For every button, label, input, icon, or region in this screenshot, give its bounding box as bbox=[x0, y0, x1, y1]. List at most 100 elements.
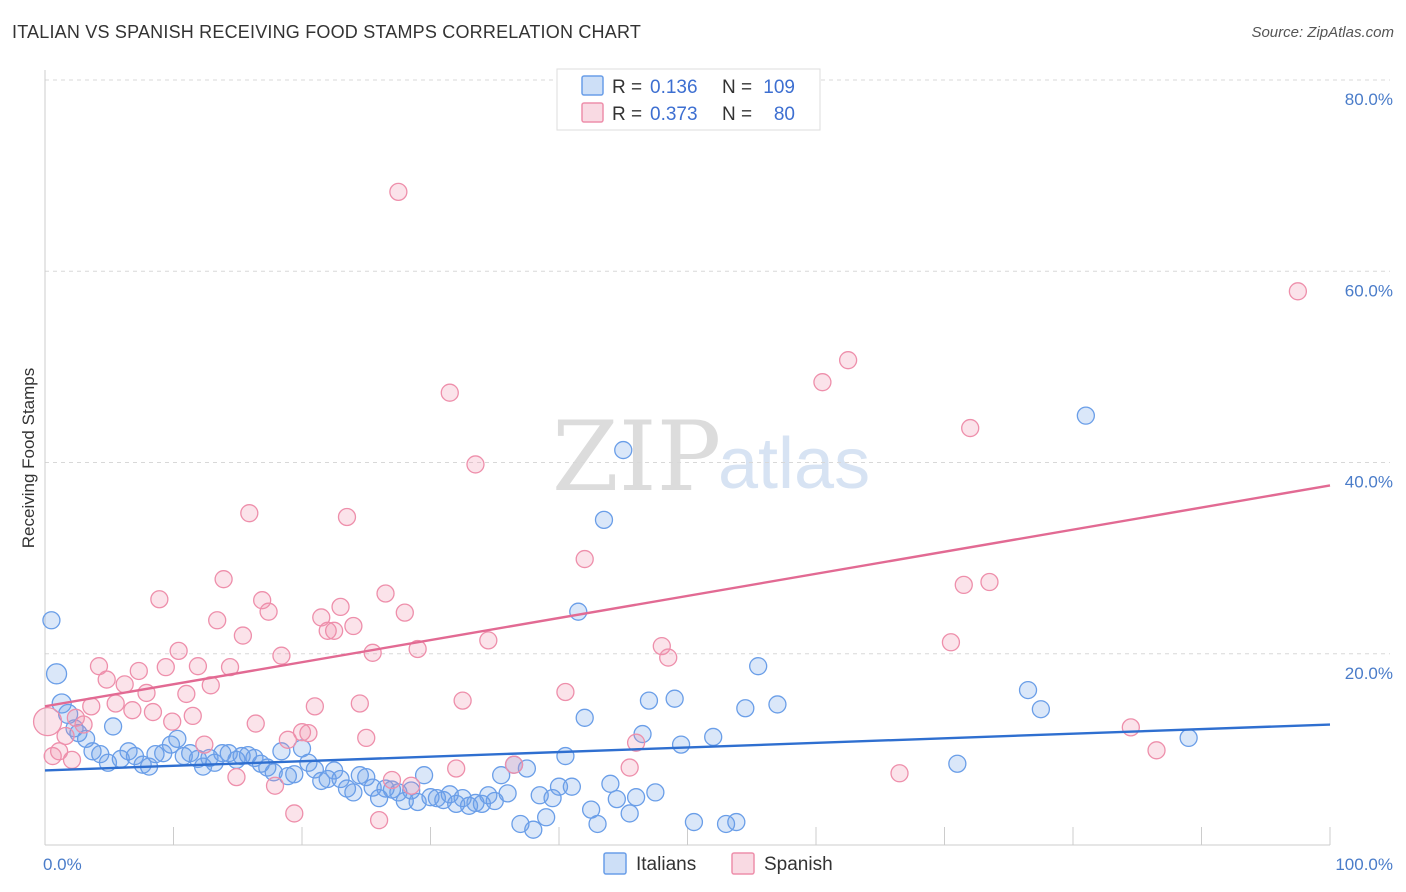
data-point-spanish bbox=[954, 575, 973, 595]
legend-r-label-spanish: R = bbox=[612, 104, 642, 125]
legend-r-value-italians: 0.136 bbox=[650, 77, 698, 98]
data-point-spanish bbox=[466, 455, 485, 474]
legend-r-value-spanish: 0.373 bbox=[650, 104, 698, 125]
data-point-spanish bbox=[652, 636, 671, 656]
data-point-spanish bbox=[344, 616, 363, 636]
data-point-spanish bbox=[32, 706, 63, 737]
data-point-spanish bbox=[227, 767, 246, 787]
data-point-italians bbox=[671, 735, 691, 754]
data-point-spanish bbox=[240, 504, 259, 523]
data-point-spanish bbox=[504, 755, 524, 774]
data-point-spanish bbox=[163, 712, 182, 731]
data-point-spanish bbox=[265, 776, 285, 795]
data-point-spanish bbox=[324, 621, 344, 640]
data-point-italians bbox=[168, 729, 187, 749]
data-point-italians bbox=[492, 766, 511, 785]
data-point-spanish bbox=[285, 804, 304, 823]
data-point-italians bbox=[684, 812, 704, 832]
data-point-spanish bbox=[143, 702, 163, 722]
data-point-spanish bbox=[961, 418, 980, 438]
data-point-italians bbox=[620, 804, 639, 823]
data-point-spanish bbox=[97, 670, 116, 689]
data-point-italians bbox=[1018, 680, 1038, 700]
data-point-italians bbox=[312, 771, 331, 791]
data-point-italians bbox=[556, 746, 575, 766]
data-point-spanish bbox=[123, 701, 142, 720]
legend-bottom-label-italians: Italians bbox=[636, 854, 696, 875]
data-point-italians bbox=[103, 717, 123, 736]
data-point-spanish bbox=[272, 646, 291, 665]
data-point-spanish bbox=[49, 742, 69, 761]
data-point-italians bbox=[646, 783, 665, 802]
watermark-zip: ZIP bbox=[552, 401, 721, 513]
data-point-italians bbox=[363, 778, 382, 797]
data-point-italians bbox=[626, 788, 646, 807]
data-point-spanish bbox=[941, 633, 961, 652]
data-point-spanish bbox=[177, 684, 196, 704]
data-point-italians bbox=[285, 765, 304, 784]
data-point-italians bbox=[639, 691, 659, 710]
data-point-italians bbox=[498, 784, 517, 803]
data-point-spanish bbox=[1147, 741, 1166, 760]
data-point-spanish bbox=[259, 602, 278, 621]
data-point-italians bbox=[395, 791, 414, 811]
legend-n-value-italians: 109 bbox=[763, 77, 795, 98]
data-point-spanish bbox=[169, 641, 188, 661]
data-point-italians bbox=[402, 781, 421, 800]
data-point-italians bbox=[569, 602, 588, 621]
data-point-italians bbox=[357, 767, 376, 787]
data-point-spanish bbox=[183, 706, 202, 726]
data-point-spanish bbox=[479, 631, 498, 650]
data-point-italians bbox=[1031, 700, 1051, 719]
axes: 0.0% 100.0% bbox=[43, 70, 1393, 874]
data-point-spanish bbox=[337, 507, 357, 527]
data-point-italians bbox=[607, 789, 626, 809]
data-point-spanish bbox=[62, 750, 82, 770]
data-point-spanish bbox=[150, 590, 169, 609]
data-point-spanish bbox=[253, 591, 272, 610]
legend-bottom-label-spanish: Spanish bbox=[764, 854, 833, 875]
data-point-italians bbox=[146, 745, 165, 764]
y-tick-label: 60.0% bbox=[1345, 281, 1393, 300]
data-point-spanish bbox=[389, 182, 408, 202]
data-point-spanish bbox=[453, 691, 472, 710]
chart-title: ITALIAN VS SPANISH RECEIVING FOOD STAMPS… bbox=[12, 22, 642, 42]
data-point-spanish bbox=[115, 675, 134, 694]
data-point-spanish bbox=[575, 549, 594, 569]
data-point-spanish bbox=[318, 621, 337, 640]
legend-bottom-swatch-italians bbox=[603, 852, 627, 875]
data-point-spanish bbox=[402, 776, 421, 795]
data-point-italians bbox=[665, 689, 684, 708]
data-point-italians bbox=[543, 788, 562, 808]
data-point-italians bbox=[344, 783, 363, 802]
data-point-italians bbox=[562, 777, 581, 796]
x-tick-label: 0.0% bbox=[43, 855, 82, 874]
data-point-spanish bbox=[447, 759, 466, 778]
data-point-italians bbox=[575, 708, 594, 727]
grid-lines: 20.0% 40.0% 60.0% 80.0% bbox=[45, 79, 1393, 683]
legend-top: R = 0.136 N = 109 R = 0.373 N = 80 bbox=[556, 68, 821, 131]
data-point-italians bbox=[524, 820, 543, 839]
trend-line-spanish bbox=[44, 484, 1331, 708]
data-point-spanish bbox=[363, 643, 382, 662]
data-point-spanish bbox=[369, 810, 389, 830]
legend-n-label-italians: N = bbox=[722, 77, 752, 98]
legend-bottom-swatch-spanish bbox=[731, 852, 755, 875]
data-point-spanish bbox=[299, 723, 318, 743]
data-point-italians bbox=[278, 767, 298, 786]
data-point-spanish bbox=[626, 733, 646, 752]
data-point-italians bbox=[414, 766, 434, 785]
y-tick-label: 20.0% bbox=[1345, 664, 1393, 683]
data-point-spanish bbox=[350, 694, 369, 713]
data-point-spanish bbox=[408, 639, 427, 659]
data-point-italians bbox=[42, 611, 61, 630]
data-point-italians bbox=[1179, 728, 1198, 748]
data-point-spanish bbox=[106, 694, 125, 713]
data-point-italians bbox=[727, 812, 746, 832]
y-tick-label: 40.0% bbox=[1345, 473, 1393, 492]
legend-swatch-spanish bbox=[581, 102, 604, 123]
trend-lines bbox=[44, 484, 1331, 772]
data-point-italians bbox=[736, 699, 755, 718]
data-point-spanish bbox=[440, 383, 459, 402]
data-point-spanish bbox=[74, 715, 93, 734]
